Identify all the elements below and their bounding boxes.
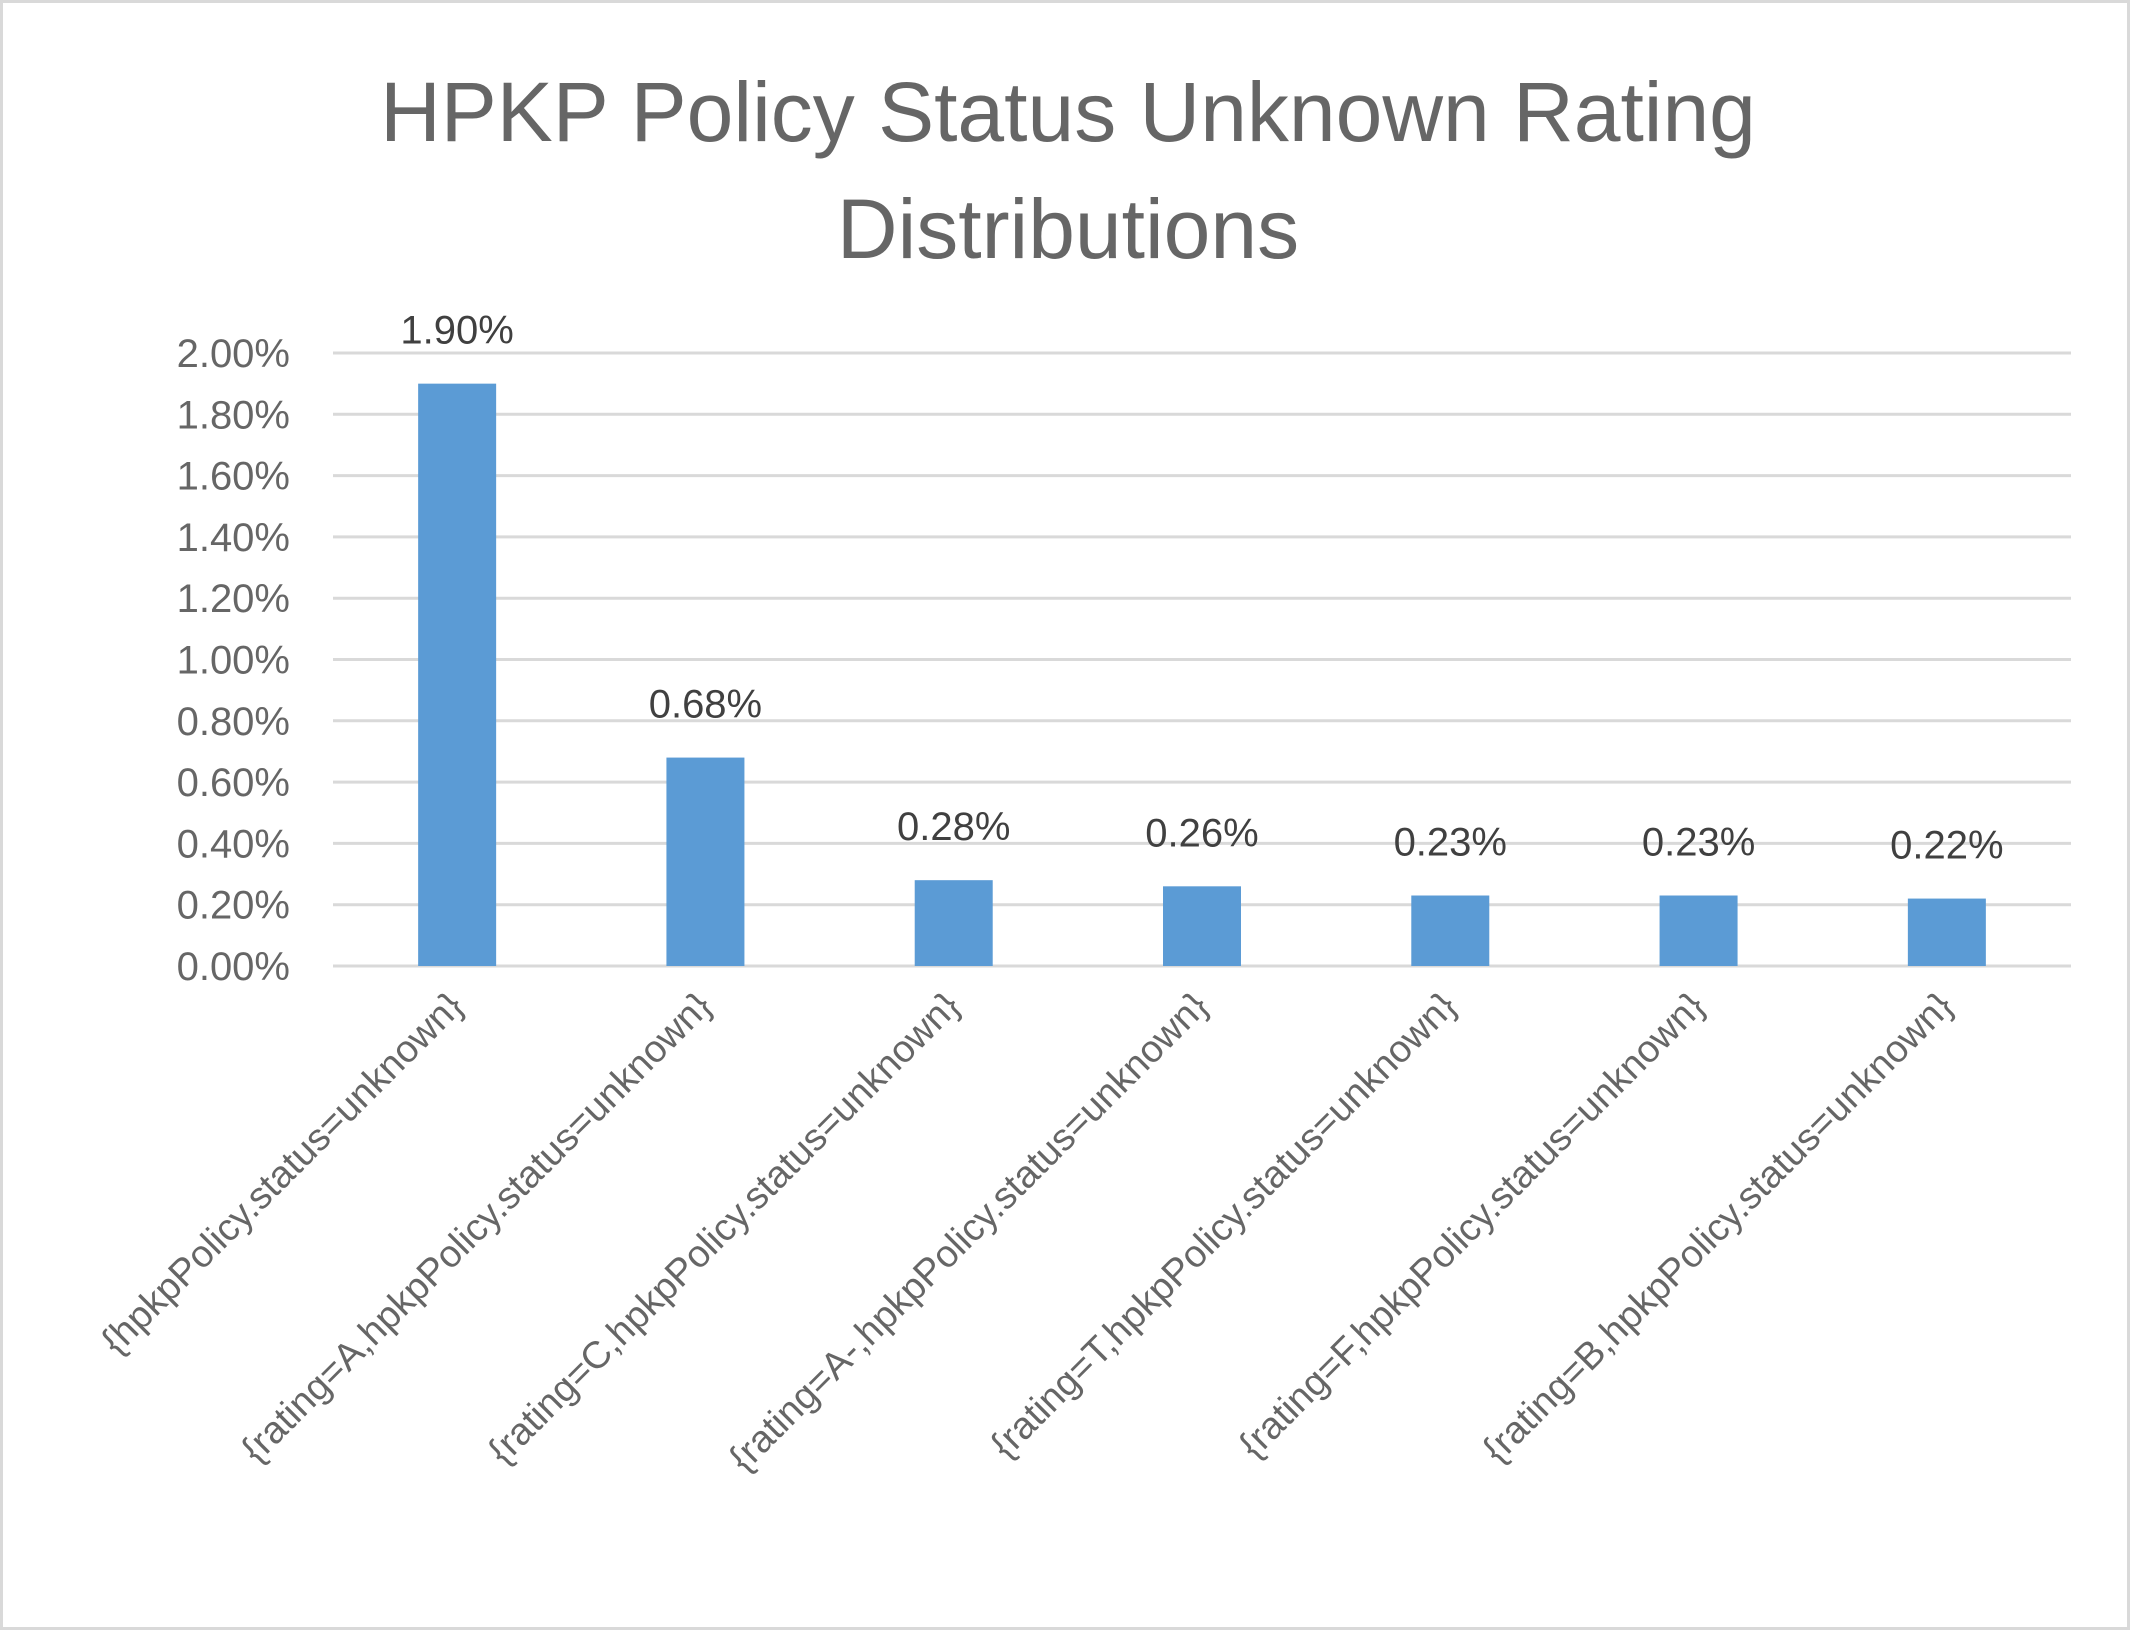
bar: [914, 880, 993, 966]
category-label: {rating=A,hpkpPolicy.status=unknown}: [233, 985, 719, 1471]
y-tick-label: 1.80%: [177, 393, 290, 437]
x-axis-category-labels: {hpkpPolicy.status=unknown}{rating=A,hpk…: [94, 985, 1962, 1480]
y-tick-label: 1.20%: [177, 577, 290, 621]
y-tick-label: 0.60%: [177, 761, 290, 805]
y-tick-label: 0.80%: [177, 700, 290, 744]
data-labels: 1.90% 0.68% 0.28% 0.26% 0.23% 0.23% 0.22%: [400, 309, 2003, 868]
data-label: 0.23%: [1394, 821, 1507, 865]
bar: [1659, 895, 1738, 966]
chart-title-line-1: HPKP Policy Status Unknown Rating: [380, 65, 1756, 159]
bar: [1163, 886, 1241, 966]
data-label: 0.26%: [1145, 811, 1258, 855]
y-tick-label: 0.20%: [177, 884, 290, 928]
category-label: {rating=C,hpkpPolicy.status=unknown}: [480, 985, 968, 1473]
bar: [666, 757, 745, 966]
data-label: 0.68%: [649, 683, 762, 727]
y-tick-label: 1.60%: [177, 455, 290, 499]
bar: [1411, 895, 1490, 966]
gridlines: [333, 351, 2071, 968]
data-label: 1.90%: [400, 309, 513, 353]
bar: [1907, 898, 1986, 966]
y-tick-label: 1.40%: [177, 516, 290, 560]
y-tick-label: 2.00%: [177, 332, 290, 376]
y-tick-label: 0.40%: [177, 822, 290, 866]
category-label: {rating=F,hpkpPolicy.status=unknown}: [1231, 985, 1713, 1467]
category-label: {rating=T,hpkpPolicy.status=unknown}: [983, 985, 1465, 1467]
data-label: 0.22%: [1890, 824, 2003, 868]
bar: [418, 383, 497, 966]
chart-title: HPKP Policy Status Unknown Rating Distri…: [380, 65, 1756, 276]
y-tick-label: 1.00%: [177, 639, 290, 683]
chart-title-line-2: Distributions: [837, 182, 1299, 276]
category-label: {rating=A-,hpkpPolicy.status=unknown}: [721, 985, 1216, 1480]
category-label: {rating=B,hpkpPolicy.status=unknown}: [1475, 985, 1961, 1471]
y-tick-label: 0.00%: [177, 945, 290, 989]
bars: [418, 383, 1986, 966]
data-label: 0.28%: [897, 805, 1010, 849]
bar-chart: HPKP Policy Status Unknown Rating Distri…: [94, 65, 2071, 1480]
y-axis-tick-labels: 0.00% 0.20% 0.40% 0.60% 0.80% 1.00% 1.20% 1.40%…: [177, 332, 290, 989]
data-label: 0.23%: [1642, 821, 1755, 865]
